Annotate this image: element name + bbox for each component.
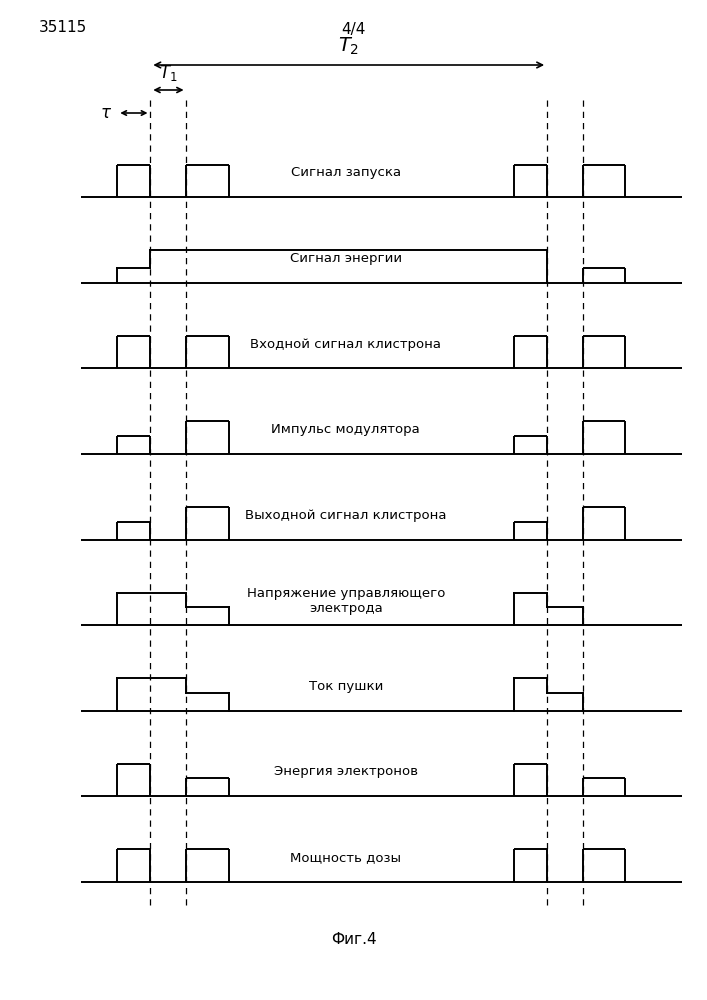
Text: 4/4: 4/4 (341, 22, 366, 37)
Text: Импульс модулятора: Импульс модулятора (271, 423, 420, 436)
Text: Выходной сигнал клистрона: Выходной сигнал клистрона (245, 509, 447, 522)
Text: $\tau$: $\tau$ (100, 104, 112, 122)
Text: Мощность дозы: Мощность дозы (290, 851, 402, 864)
Text: Фиг.4: Фиг.4 (331, 932, 376, 948)
Text: Сигнал энергии: Сигнал энергии (290, 252, 402, 265)
Text: Энергия электронов: Энергия электронов (274, 765, 418, 778)
Text: Ток пушки: Ток пушки (308, 680, 383, 693)
Text: Сигнал запуска: Сигнал запуска (291, 166, 401, 179)
Text: $T_1$: $T_1$ (159, 63, 177, 83)
Text: Напряжение управляющего
электрода: Напряжение управляющего электрода (247, 587, 445, 615)
Text: Входной сигнал клистрона: Входной сигнал клистрона (250, 338, 441, 351)
Text: 35115: 35115 (39, 20, 87, 35)
Text: $T_2$: $T_2$ (338, 36, 359, 57)
